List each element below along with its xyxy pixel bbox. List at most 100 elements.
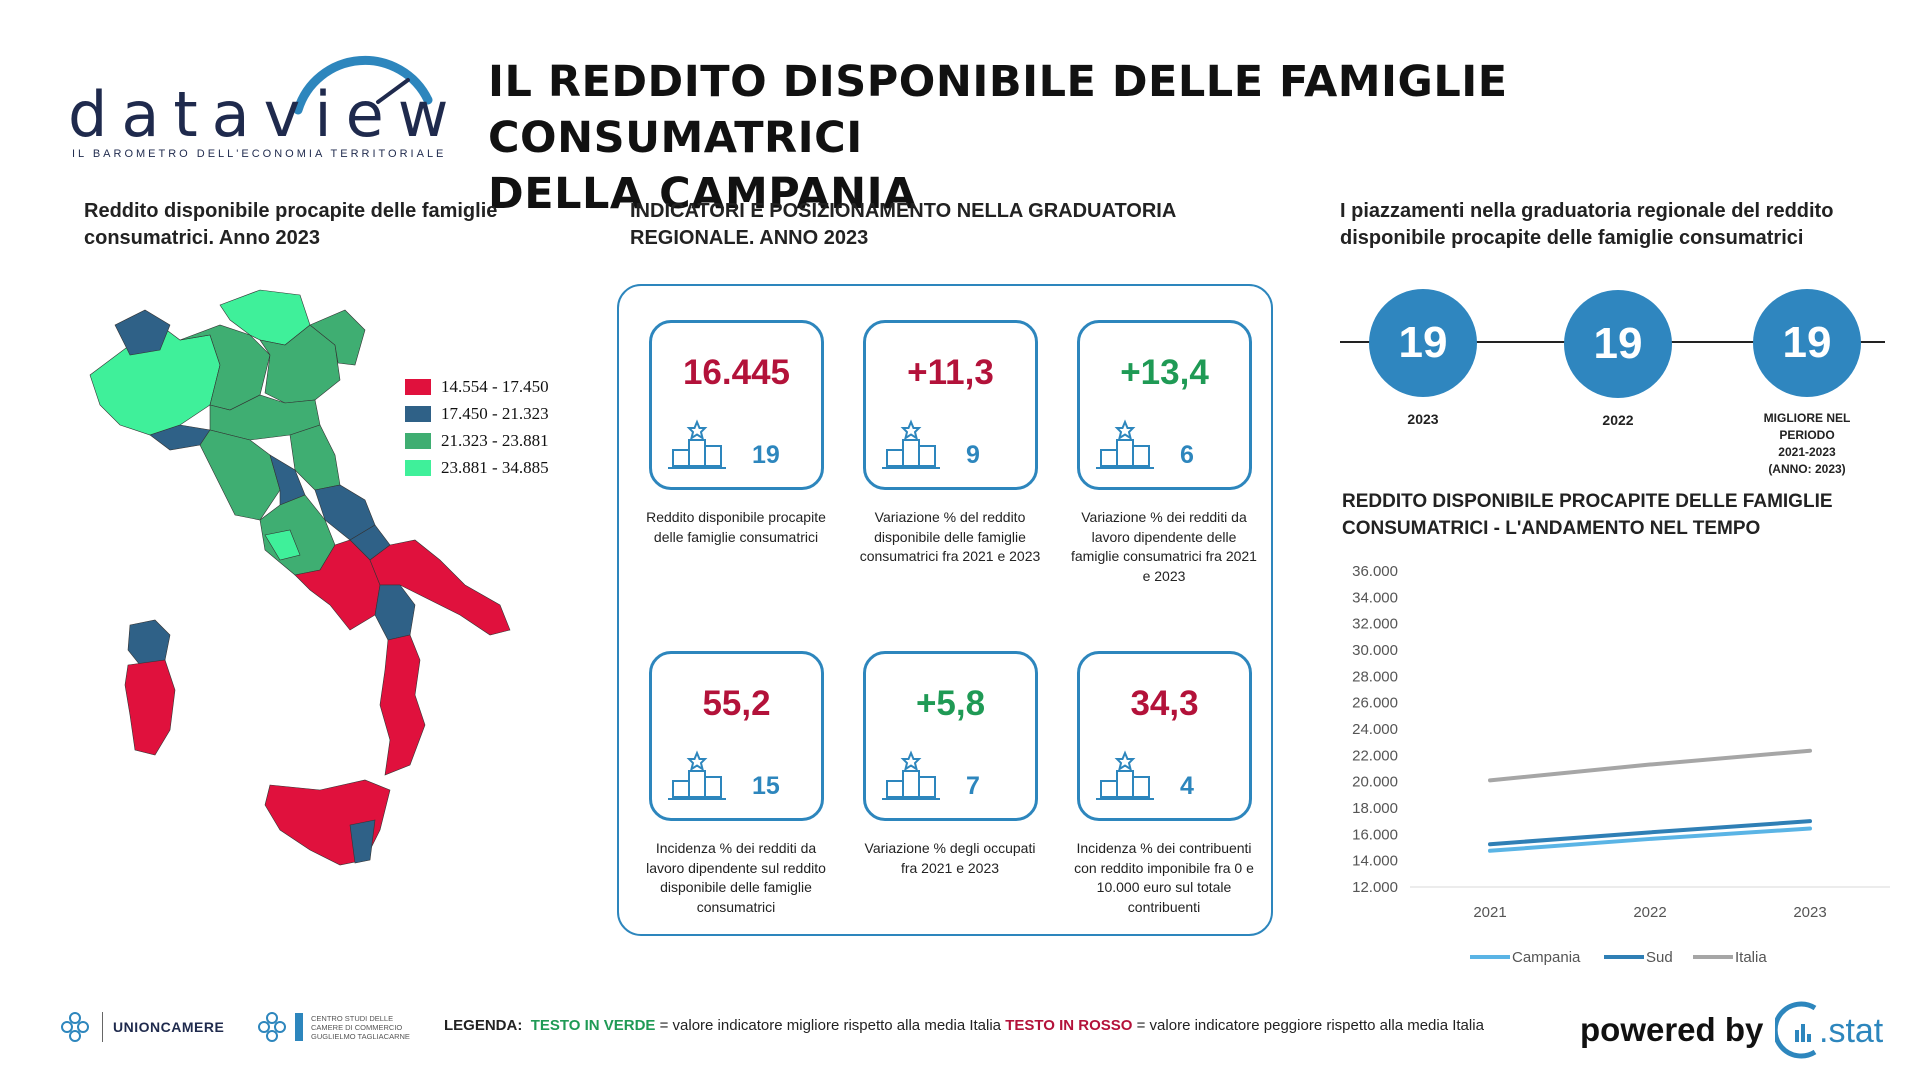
indicator-card: 16.445 19 <box>649 320 824 490</box>
powered-by: powered by .stat <box>1580 1000 1903 1060</box>
unioncamere-logo: UNIONCAMERE <box>58 1010 224 1044</box>
indicator-rank: 9 <box>966 441 980 469</box>
legend-label: 17.450 - 21.323 <box>441 403 549 423</box>
legend-row: 14.554 - 17.450 <box>405 373 549 400</box>
podium-icon <box>668 750 726 800</box>
indicator-value: 55,2 <box>702 684 771 723</box>
y-tick-label: 16.000 <box>1352 826 1398 843</box>
legend-note-red-desc: = valore indicatore peggiore rispetto al… <box>1136 1017 1484 1034</box>
indicator-card: 55,2 15 <box>649 651 824 821</box>
ranking-section-title: I piazzamenti nella graduatoria regional… <box>1340 200 1834 249</box>
tagliacarne-mark-icon <box>295 1013 303 1041</box>
chart-section-title: REDDITO DISPONIBILE PROCAPITE DELLE FAMI… <box>1342 491 1833 539</box>
cstat-logo: .stat <box>1775 1001 1884 1059</box>
series-line-campania <box>1488 826 1812 853</box>
page-title-line2: DELLA CAMPANIA <box>488 169 917 219</box>
y-tick-label: 14.000 <box>1352 853 1398 870</box>
rank-circle-best: 19 <box>1753 289 1861 397</box>
dataview-logo: dataview IL BAROMETRO DELL'ECONOMIA TERR… <box>68 40 448 170</box>
y-tick-label: 32.000 <box>1352 616 1398 633</box>
map-region-calabria <box>379 634 426 776</box>
legend-label-italia: Italia <box>1735 949 1767 966</box>
y-tick-label: 34.000 <box>1352 589 1398 606</box>
y-tick-label: 20.000 <box>1352 774 1398 791</box>
legend-row: 23.881 - 34.885 <box>405 454 549 481</box>
legend-note-green-desc: = valore indicatore migliore rispetto al… <box>659 1017 1002 1034</box>
y-tick-label: 22.000 <box>1352 747 1398 764</box>
y-tick-label: 26.000 <box>1352 695 1398 712</box>
map-region-friuli <box>309 309 366 366</box>
indicator-rank: 6 <box>1180 441 1194 469</box>
indicator-value: 16.445 <box>682 353 791 392</box>
legend-note-red: TESTO IN ROSSO <box>1005 1017 1133 1034</box>
indicator-card: +13,4 6 <box>1077 320 1252 490</box>
legend-swatch-green <box>405 432 431 449</box>
indicator-rank: 19 <box>752 441 780 469</box>
rank-label-best-line: PERIODO <box>1779 428 1835 442</box>
podium-icon <box>882 419 940 469</box>
indicator-value: +11,3 <box>907 353 994 392</box>
indicator-value: 34,3 <box>1130 684 1199 723</box>
powered-by-label: powered by <box>1580 1011 1764 1048</box>
centro-studi-logo: CENTRO STUDI DELLE CAMERE DI COMMERCIO G… <box>255 1010 421 1044</box>
unioncamere-flower-icon <box>61 1012 89 1042</box>
centro-studi-flower-icon <box>258 1012 286 1042</box>
y-tick-label: 28.000 <box>1352 668 1398 685</box>
legend-label: 23.881 - 34.885 <box>441 457 549 477</box>
legend-swatch-red <box>405 378 431 395</box>
indicator-description: Variazione % degli occupati fra 2021 e 2… <box>864 840 1036 876</box>
map-section-title: Reddito disponibile procapite delle fami… <box>84 200 498 249</box>
indicator-rank: 7 <box>966 772 980 800</box>
page-title: IL REDDITO DISPONIBILE DELLE FAMIGLIE CO… <box>488 54 1788 222</box>
map-region-sicilia-blue <box>349 819 376 864</box>
podium-icon <box>668 419 726 469</box>
map-legend: 14.554 - 17.450 17.450 - 21.323 21.323 -… <box>405 373 549 481</box>
map-region-basilicata <box>374 584 416 641</box>
y-tick-label: 36.000 <box>1352 563 1398 580</box>
indicator-card: 34,3 4 <box>1077 651 1252 821</box>
y-tick-label: 18.000 <box>1352 800 1398 817</box>
rank-circle-2022: 19 <box>1564 290 1672 398</box>
logo-wordmark: dataview <box>68 78 463 151</box>
map-region-toscana <box>199 429 281 521</box>
y-tick-label: 30.000 <box>1352 642 1398 659</box>
map-region-piemonte-blue <box>114 309 171 356</box>
rank-circle-2023: 19 <box>1369 289 1477 397</box>
rank-label-best-line: 2021-2023 <box>1778 445 1836 459</box>
indicator-value: +13,4 <box>1120 353 1209 392</box>
rank-label-best-line: (ANNO: 2023) <box>1768 462 1846 476</box>
italy-provinces-map <box>89 289 511 866</box>
indicator-card: +11,3 9 <box>863 320 1038 490</box>
series-line-sud <box>1488 819 1812 847</box>
indicator-card: +5,8 7 <box>863 651 1038 821</box>
legend-label-sud: Sud <box>1646 949 1673 966</box>
income-trend-chart: 12.000 14.000 16.000 18.000 20.000 22.000 24.0… <box>1352 563 1890 966</box>
legend-label-campania: Campania <box>1512 949 1581 966</box>
x-tick-label: 2022 <box>1633 904 1666 921</box>
indicators-panel: 16.445 19 Reddito disponibile procapite … <box>617 284 1273 936</box>
series-line-italia <box>1488 748 1812 783</box>
legend-note-green: TESTO IN VERDE <box>530 1017 656 1034</box>
podium-icon <box>882 750 940 800</box>
indicator-value: +5,8 <box>915 684 986 723</box>
rank-label-2022: 2022 <box>1602 412 1634 428</box>
indicator-rank: 4 <box>1180 772 1194 800</box>
x-tick-label: 2023 <box>1793 904 1826 921</box>
indicator-rank: 15 <box>752 772 780 800</box>
legend-row: 17.450 - 21.323 <box>405 400 549 427</box>
map-region-sardegna-south <box>124 659 176 756</box>
page-title-line1: IL REDDITO DISPONIBILE DELLE FAMIGLIE CO… <box>488 57 1508 163</box>
color-legend-note: LEGENDA: TESTO IN VERDE = valore indicat… <box>444 1017 1484 1034</box>
indicator-description: Variazione % dei redditi da lavoro dipen… <box>1071 509 1257 584</box>
x-tick-label: 2021 <box>1473 904 1506 921</box>
logo-divider <box>102 1012 103 1042</box>
map-region-veneto <box>259 324 341 404</box>
unioncamere-label: UNIONCAMERE <box>113 1019 225 1035</box>
indicators-section-title: INDICATORI E POSIZIONAMENTO NELLA GRADUA… <box>630 200 1176 249</box>
legend-label: 14.554 - 17.450 <box>441 376 549 396</box>
legend-swatch-blue <box>405 405 431 422</box>
indicator-description: Incidenza % dei contribuenti con reddito… <box>1074 840 1254 915</box>
rank-label-2023: 2023 <box>1407 411 1439 427</box>
legend-swatch-light-green <box>405 459 431 476</box>
podium-icon <box>1096 419 1154 469</box>
